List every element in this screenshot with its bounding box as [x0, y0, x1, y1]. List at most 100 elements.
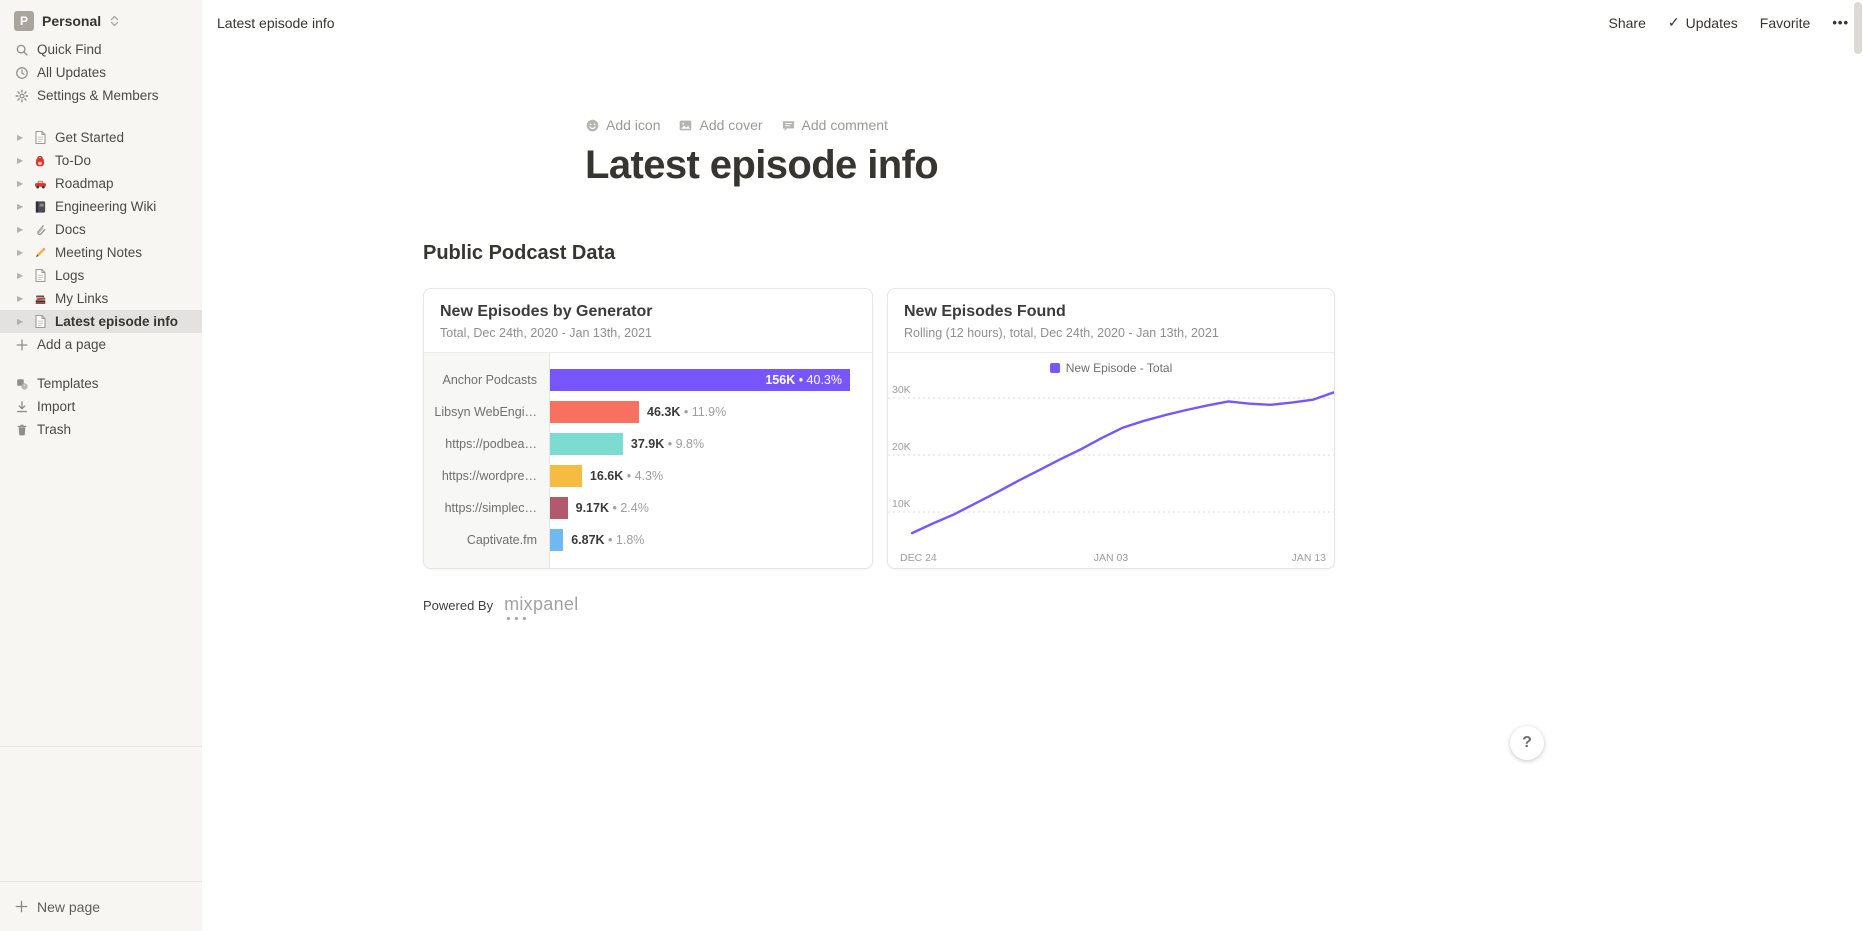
chevron-updown-icon	[109, 15, 120, 27]
sidebar-item-meeting-notes[interactable]: ▶ Meeting Notes	[0, 241, 202, 264]
clock-icon	[14, 65, 30, 81]
bar[interactable]	[550, 465, 582, 487]
bar-category-label: Libsyn WebEngi…	[434, 405, 537, 419]
x-axis-tick: DEC 24	[900, 552, 937, 564]
plus-icon	[14, 899, 29, 914]
page-icon	[32, 130, 48, 146]
smiley-icon	[585, 118, 600, 133]
sidebar-item-label: Latest episode info	[55, 314, 179, 329]
bar-chart-card[interactable]: New Episodes by Generator Total, Dec 24t…	[423, 288, 873, 569]
sidebar-item-label: Quick Find	[37, 42, 102, 57]
trash-icon	[14, 422, 30, 438]
toggle-icon[interactable]: ▶	[17, 225, 24, 234]
help-button[interactable]: ?	[1510, 726, 1544, 760]
line-chart-card[interactable]: New Episodes Found Rolling (12 hours), t…	[887, 288, 1335, 569]
breadcrumb[interactable]: Latest episode info	[217, 15, 335, 31]
sidebar-item-trash[interactable]: Trash	[0, 418, 202, 441]
toggle-icon[interactable]: ▶	[17, 317, 24, 326]
toggle-icon[interactable]: ▶	[17, 294, 24, 303]
sidebar-item-label: Roadmap	[55, 176, 114, 191]
bar[interactable]: 156K • 40.3%	[550, 369, 850, 391]
sidebar-item-quick-find[interactable]: Quick Find	[0, 38, 202, 61]
sidebar-item-label: Trash	[37, 422, 72, 437]
updates-label: Updates	[1685, 14, 1738, 31]
breadcrumb-label: Latest episode info	[217, 14, 335, 31]
favorite-label: Favorite	[1759, 14, 1811, 31]
bar-category-label: https://wordpre…	[441, 469, 537, 483]
bar-chart-body: Anchor Podcasts Libsyn WebEngi… https://po…	[424, 353, 872, 568]
bar-category-label: https://podbea…	[445, 437, 537, 451]
sidebar-item-docs[interactable]: ▶ Docs	[0, 218, 202, 241]
bar-value-label: 9.17K • 2.4%	[575, 501, 649, 515]
bar-row: 16.6K • 4.3%	[550, 460, 872, 492]
sidebar-item-label: Add a page	[37, 337, 107, 352]
bar[interactable]	[550, 401, 640, 423]
legend-label: New Episode - Total	[1065, 361, 1173, 375]
sidebar-item-logs[interactable]: ▶ Logs	[0, 264, 202, 287]
scrollbar-thumb[interactable]	[1854, 2, 1862, 54]
backpack-icon	[32, 153, 48, 169]
sidebar-item-label: Logs	[55, 268, 85, 283]
bar-rows: 156K • 40.3% 46.3K • 11.9% 37.9K • 9.8% 16.…	[550, 353, 872, 568]
pencil-icon	[32, 245, 48, 261]
add-icon-label: Add icon	[606, 117, 661, 133]
bar-category-column: Anchor Podcasts Libsyn WebEngi… https://po…	[424, 353, 550, 568]
sidebar-item-to-do[interactable]: ▶ To-Do	[0, 149, 202, 172]
mixpanel-logo[interactable]: mixpanel	[504, 594, 578, 620]
sidebar-item-all-updates[interactable]: All Updates	[0, 61, 202, 84]
bar[interactable]	[550, 529, 564, 551]
sidebar-item-label: Import	[37, 399, 76, 414]
bar-value-label: 16.6K • 4.3%	[589, 469, 664, 483]
bar-chart-title: New Episodes by Generator	[440, 303, 653, 320]
add-cover-button[interactable]: Add cover	[678, 117, 763, 133]
car-icon	[32, 176, 48, 192]
sidebar-item-label: Settings & Members	[37, 88, 159, 103]
sidebar-item-roadmap[interactable]: ▶ Roadmap	[0, 172, 202, 195]
sidebar-item-latest-episode-info[interactable]: ▶ Latest episode info	[0, 310, 202, 333]
toggle-icon[interactable]: ▶	[17, 156, 24, 165]
toggle-icon[interactable]: ▶	[17, 179, 24, 188]
add-comment-button[interactable]: Add comment	[781, 117, 888, 133]
legend-swatch	[1049, 363, 1060, 373]
bar-value-label: 6.87K • 1.8%	[571, 533, 645, 547]
section-heading: Public Podcast Data	[423, 242, 616, 264]
sidebar-pages: ▶ Get Started ▶ To-Do ▶ Roadmap ▶ En	[0, 126, 202, 356]
x-axis-tick: JAN 13	[1292, 552, 1327, 564]
chart-legend: New Episode - Total	[888, 361, 1334, 375]
bar[interactable]	[550, 497, 568, 519]
line-chart-header: New Episodes Found Rolling (12 hours), t…	[888, 289, 1334, 353]
new-page-button[interactable]: New page	[0, 881, 202, 931]
add-icon-button[interactable]: Add icon	[585, 117, 660, 133]
workspace-name: Personal	[42, 12, 102, 29]
add-a-page-button[interactable]: Add a page	[0, 333, 202, 356]
sidebar-item-my-links[interactable]: ▶ My Links	[0, 287, 202, 310]
sidebar-item-label: Meeting Notes	[55, 245, 143, 260]
bar-value-label: 46.3K • 11.9%	[647, 405, 727, 419]
bar-row: 6.87K • 1.8%	[550, 524, 872, 556]
toggle-icon[interactable]: ▶	[17, 202, 24, 211]
bar[interactable]	[550, 433, 623, 455]
updates-button[interactable]: ✓ Updates	[1668, 14, 1738, 31]
sidebar-item-get-started[interactable]: ▶ Get Started	[0, 126, 202, 149]
bar-value-label: 156K • 40.3%	[765, 373, 842, 387]
comment-icon	[781, 118, 796, 133]
line-chart-title: New Episodes Found	[904, 303, 1066, 320]
toggle-icon[interactable]: ▶	[17, 133, 24, 142]
sidebar-item-templates[interactable]: Templates	[0, 372, 202, 395]
toggle-icon[interactable]: ▶	[17, 271, 24, 280]
workspace-switcher[interactable]: P Personal	[0, 0, 202, 38]
notebook-icon	[32, 199, 48, 215]
bar-row: 37.9K • 9.8%	[550, 428, 872, 460]
favorite-button[interactable]: Favorite	[1760, 15, 1811, 31]
sidebar-item-import[interactable]: Import	[0, 395, 202, 418]
sidebar-item-label: Docs	[55, 222, 86, 237]
sidebar-item-engineering-wiki[interactable]: ▶ Engineering Wiki	[0, 195, 202, 218]
sidebar-item-settings-members[interactable]: Settings & Members	[0, 84, 202, 107]
add-comment-label: Add comment	[801, 117, 888, 133]
toggle-icon[interactable]: ▶	[17, 248, 24, 257]
more-menu-button[interactable]: •••	[1832, 15, 1849, 30]
line-chart-subtitle: Rolling (12 hours), total, Dec 24th, 202…	[904, 326, 1219, 340]
sidebar-divider	[0, 746, 202, 747]
search-icon	[14, 42, 30, 58]
share-button[interactable]: Share	[1609, 15, 1646, 31]
